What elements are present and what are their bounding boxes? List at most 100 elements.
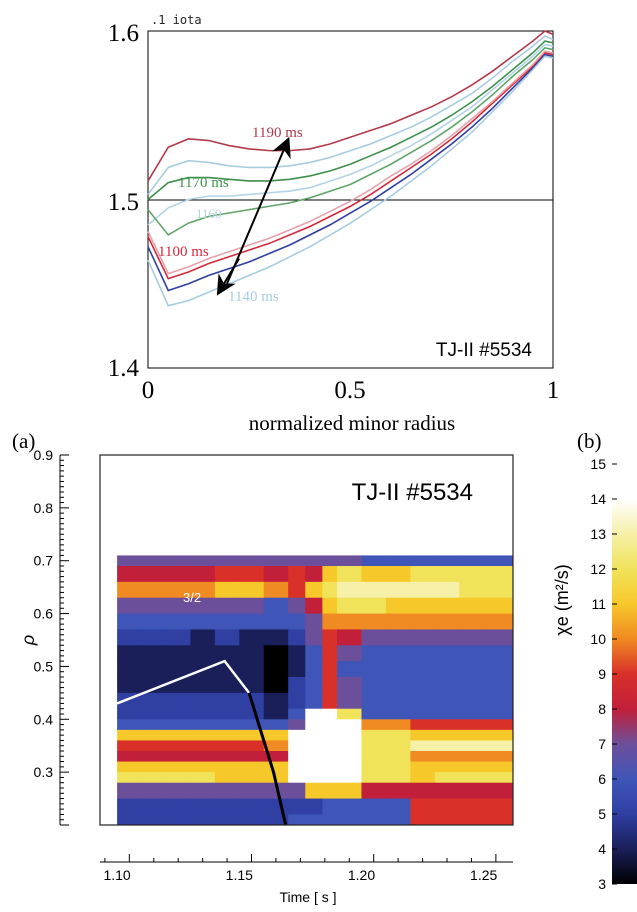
heatmap-cell: [190, 629, 216, 646]
heatmap-cell: [117, 751, 143, 763]
heatmap-cell: [337, 708, 362, 720]
heatmap-cell: [117, 597, 143, 615]
heatmap-frame: [99, 454, 514, 826]
heatmap-cell: [410, 761, 436, 773]
heatmap-cell: [190, 645, 216, 662]
heatmap-cell: [165, 613, 191, 630]
heatmap-cell: [410, 597, 436, 615]
heatmap-ytick-label: 0.3: [34, 764, 54, 780]
heatmap-cell: [434, 645, 460, 662]
heatmap-cell: [385, 581, 411, 599]
iota-arrow: [216, 257, 240, 296]
heatmap-cell: [459, 645, 485, 662]
heatmap-cell: [214, 782, 240, 800]
heatmap-cell: [190, 677, 216, 694]
heatmap-cell: [239, 613, 265, 630]
heatmap-cell: [214, 555, 240, 567]
heatmap-cell: [141, 629, 167, 646]
iota-series-line: [147, 43, 554, 226]
heatmap-cell: [117, 772, 143, 784]
heatmap-cell: [117, 629, 143, 646]
heatmap-cell: [337, 814, 362, 826]
heatmap-cell: [361, 613, 387, 630]
iota-xtick-1: 1: [547, 377, 560, 404]
heatmap-cell: [385, 597, 411, 615]
heatmap-cell: [385, 814, 411, 826]
heatmap-cell: [361, 814, 387, 826]
heatmap-cell: [214, 740, 240, 752]
heatmap-cell: [165, 692, 191, 710]
heatmap-cell: [165, 740, 191, 752]
heatmap-ytick-label: 0.5: [34, 658, 54, 674]
heatmap-cell: [288, 740, 306, 752]
heatmap-cell: [459, 729, 485, 741]
heatmap-cell: [288, 798, 306, 815]
heatmap-cell: [141, 798, 167, 815]
mode-label: 3/2: [183, 590, 201, 605]
heatmap-cell: [165, 751, 191, 763]
heatmap-cell: [305, 581, 323, 599]
heatmap-cell: [190, 555, 216, 567]
heatmap-cell: [385, 740, 411, 752]
heatmap-cell: [361, 677, 387, 694]
mode-trace-black: [247, 692, 288, 826]
heatmap-cell: [239, 761, 265, 773]
heatmap-cell: [410, 613, 436, 630]
heatmap-cell: [214, 613, 240, 630]
series-label-1160: 1160: [196, 206, 222, 221]
heatmap-cell: [239, 708, 265, 720]
heatmap-cell: [459, 772, 485, 784]
heatmap-cell: [483, 814, 514, 826]
heatmap-cell: [305, 597, 323, 615]
heatmap-cell: [117, 719, 143, 731]
heatmap-cell: [410, 581, 436, 599]
heatmap-cell: [141, 772, 167, 784]
heatmap-cell: [117, 708, 143, 720]
heatmap-cell: [385, 708, 411, 720]
heatmap-cell: [214, 814, 240, 826]
heatmap-cell: [239, 772, 265, 784]
heatmap-cell: [214, 581, 240, 599]
heatmap-cell: [322, 798, 338, 815]
heatmap-cell: [337, 677, 362, 694]
heatmap-cell: [459, 581, 485, 599]
heatmap-cell: [322, 555, 338, 567]
heatmap-cell: [117, 798, 143, 815]
heatmap-cell: [263, 555, 289, 567]
heatmap-cell: [337, 613, 362, 630]
heatmap-cell: [305, 661, 323, 678]
heatmap-ytick-label: 0.7: [34, 553, 54, 569]
heatmap-cell: [214, 719, 240, 731]
mode-trace-white: [116, 659, 251, 705]
heatmap-cell: [214, 708, 240, 720]
heatmap-cell: [117, 613, 143, 630]
heatmap-cell: [190, 729, 216, 741]
heatmap-cell: [117, 814, 143, 826]
heatmap-ylabel: ρ: [18, 635, 38, 646]
heatmap-cell: [434, 581, 460, 599]
heatmap-cell: [410, 798, 436, 815]
heatmap-cell: [483, 677, 514, 694]
heatmap-cell: [322, 751, 338, 763]
heatmap-cell: [165, 798, 191, 815]
heatmap-cell: [410, 566, 436, 583]
heatmap-cell: [459, 751, 485, 763]
heatmap-cell: [322, 772, 338, 784]
heatmap-cell: [434, 597, 460, 615]
iota-xlabel: normalized minor radius: [249, 411, 455, 435]
heatmap-cell: [459, 661, 485, 678]
heatmap-cell: [214, 798, 240, 815]
heatmap-cell: [165, 629, 191, 646]
heatmap-cell: [385, 566, 411, 583]
heatmap-cell: [337, 692, 362, 710]
heatmap-cell: [337, 782, 362, 800]
heatmap-cell: [385, 629, 411, 646]
iota-annotation: TJ-II #5534: [436, 340, 533, 361]
heatmap-cell: [305, 629, 323, 646]
heatmap-cell: [361, 629, 387, 646]
heatmap-cell: [483, 566, 514, 583]
heatmap-cell: [239, 719, 265, 731]
heatmap-cell: [434, 555, 460, 567]
heatmap-cell: [459, 708, 485, 720]
